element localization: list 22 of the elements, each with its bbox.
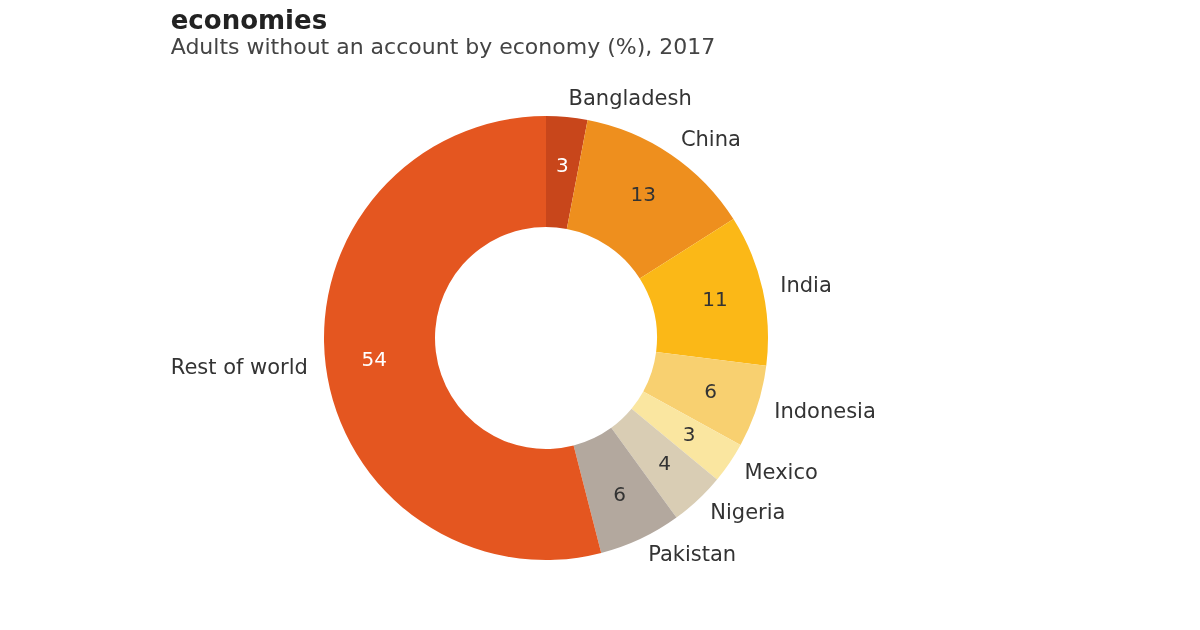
data-label: 6 — [704, 378, 718, 403]
data-label: 11 — [702, 287, 728, 312]
slice-label: Nigeria — [710, 499, 786, 524]
slice-label: China — [680, 126, 741, 151]
data-label: 4 — [658, 451, 671, 476]
donut-slice — [324, 116, 602, 560]
slice-label: India — [780, 272, 832, 297]
data-label: 6 — [613, 481, 627, 506]
chart-subtitle: Adults without an account by economy (%), 2017 — [170, 34, 716, 60]
slice-label: Rest of world — [170, 355, 308, 380]
slice-label: Pakistan — [648, 542, 737, 567]
data-label: 54 — [361, 346, 387, 371]
slice-label: Indonesia — [774, 399, 876, 424]
chart-title: economies — [170, 5, 328, 36]
donut-slice — [643, 351, 767, 445]
data-label: 3 — [682, 422, 696, 447]
data-label: 13 — [630, 181, 657, 206]
slice-label: Bangladesh — [568, 86, 692, 111]
donut-slice — [639, 219, 768, 366]
slice-label: Mexico — [744, 459, 818, 484]
data-label: 3 — [555, 152, 569, 177]
donut-slice — [546, 116, 588, 229]
